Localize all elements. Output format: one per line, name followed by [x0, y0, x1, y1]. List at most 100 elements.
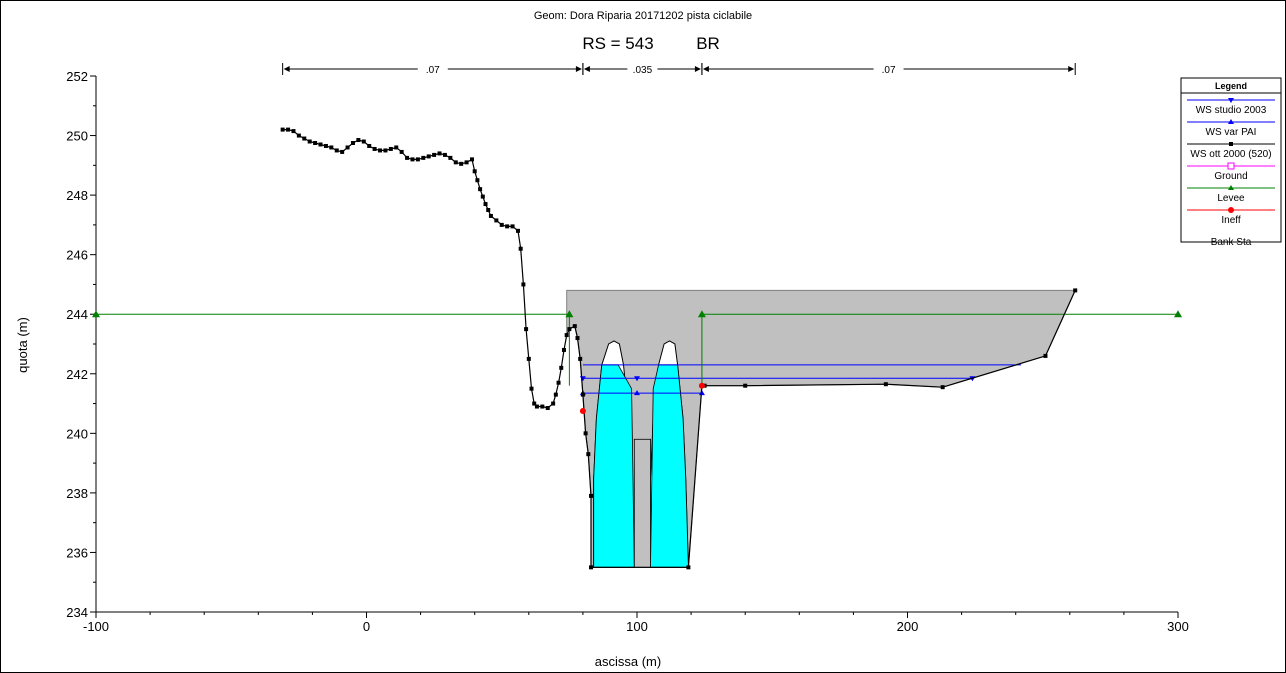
legend-item-label: WS studio 2003 — [1196, 105, 1267, 116]
ground-point — [383, 148, 388, 153]
ground-point — [510, 224, 515, 229]
ground-point — [475, 178, 480, 183]
bank-station-marker — [579, 408, 586, 414]
levee-marker — [565, 310, 574, 318]
mannings-value: .035 — [633, 65, 653, 76]
mannings-label-bg — [627, 63, 658, 75]
ground-point — [472, 169, 477, 174]
ground-point — [526, 356, 531, 361]
x-tick-label: 0 — [363, 619, 370, 634]
ground-point — [399, 149, 404, 154]
ground-point — [686, 565, 691, 570]
ground-point — [345, 145, 350, 150]
ground-point — [559, 365, 564, 370]
legend-item-label: Bank Sta — [1211, 237, 1252, 248]
rs-label: RS = 543 — [582, 34, 653, 53]
legend-item-label: WS var PAI — [1206, 127, 1257, 138]
mannings-value: .07 — [426, 65, 440, 76]
x-axis-label: ascissa (m) — [595, 654, 661, 669]
ground-point — [426, 154, 431, 159]
ground-point — [561, 347, 566, 352]
ground-point — [421, 155, 426, 160]
ground-point — [534, 404, 539, 409]
ground-point — [340, 149, 345, 154]
legend-item-label: Ineff — [1221, 215, 1240, 226]
ground-point — [583, 431, 588, 436]
y-tick-label: 238 — [66, 486, 88, 501]
ground-point — [486, 208, 491, 212]
ground-point — [572, 324, 577, 329]
legend-marker — [1228, 185, 1234, 190]
ground-point — [580, 392, 585, 397]
plot-area: 234 236 238 240 242 244 246 248 250 252 -100 0 100 20… — [66, 63, 1189, 634]
ground-point — [334, 148, 339, 153]
legend-marker — [1227, 162, 1235, 170]
legend-title: Legend — [1215, 81, 1247, 91]
ground-point — [483, 202, 488, 207]
ground-point — [1043, 353, 1048, 358]
ground-point — [464, 160, 469, 165]
mannings-arrow-right — [575, 66, 582, 72]
ground-point — [575, 336, 580, 341]
ground-point — [494, 218, 499, 223]
ground-point — [529, 386, 534, 391]
ground-point — [302, 136, 307, 141]
ground-point — [480, 194, 485, 199]
ground-point — [589, 493, 594, 498]
ground-point — [567, 327, 572, 332]
ground-point — [488, 213, 493, 218]
y-tick-label: 250 — [66, 129, 88, 144]
legend-marker — [1228, 207, 1234, 213]
ground-point — [553, 392, 558, 397]
ground-point — [518, 246, 523, 251]
bridge-pier — [633, 438, 651, 568]
legend-marker — [1228, 98, 1234, 103]
legend-marker — [1228, 119, 1234, 124]
opening-water-2 — [650, 364, 689, 568]
ground-point — [437, 151, 442, 156]
y-tick-label: 244 — [66, 307, 88, 322]
ground-point — [499, 222, 504, 227]
ground-point — [388, 146, 393, 151]
ground-point — [540, 404, 545, 409]
ground-point — [743, 383, 748, 388]
ground-point — [307, 139, 312, 144]
ground-point — [356, 138, 361, 143]
mannings-label-bg — [417, 63, 448, 75]
ground-point — [280, 127, 285, 132]
ground-point — [940, 385, 945, 390]
ground-point — [296, 133, 301, 138]
legend-item-label: Levee — [1217, 193, 1245, 204]
y-tick-label: 252 — [66, 69, 88, 84]
ground-point — [589, 565, 594, 570]
x-tick-label: 200 — [897, 619, 919, 634]
ground-point — [323, 143, 328, 148]
legend-item-label: WS ott 2000 (520) — [1190, 149, 1271, 160]
ground-point — [415, 157, 420, 162]
ground-point — [378, 148, 383, 153]
ground-point — [286, 127, 291, 132]
ground-point — [478, 187, 483, 192]
ground-point — [551, 401, 556, 406]
opening-water-1 — [593, 364, 635, 568]
bridge-type-label: BR — [696, 34, 720, 53]
ground-point — [350, 141, 355, 145]
ground-point — [556, 380, 561, 385]
ground-point — [372, 146, 377, 151]
ground-point — [883, 382, 888, 387]
ground-point — [442, 152, 447, 157]
mannings-arrow-right — [1068, 66, 1075, 72]
ground-point — [545, 406, 550, 411]
chart-title: Geom: Dora Riparia 20171202 pista ciclab… — [534, 10, 752, 22]
ground-point — [459, 161, 464, 166]
ground-point — [361, 139, 366, 144]
ground-point — [1073, 288, 1078, 293]
levee-marker — [697, 310, 706, 318]
ground-point — [521, 282, 526, 287]
y-tick-label: 234 — [66, 605, 88, 620]
mannings-arrow-right — [694, 66, 701, 72]
ground-point — [405, 155, 410, 160]
ground-point — [586, 452, 591, 457]
ground-point — [410, 157, 415, 162]
y-tick-label: 242 — [66, 367, 88, 382]
